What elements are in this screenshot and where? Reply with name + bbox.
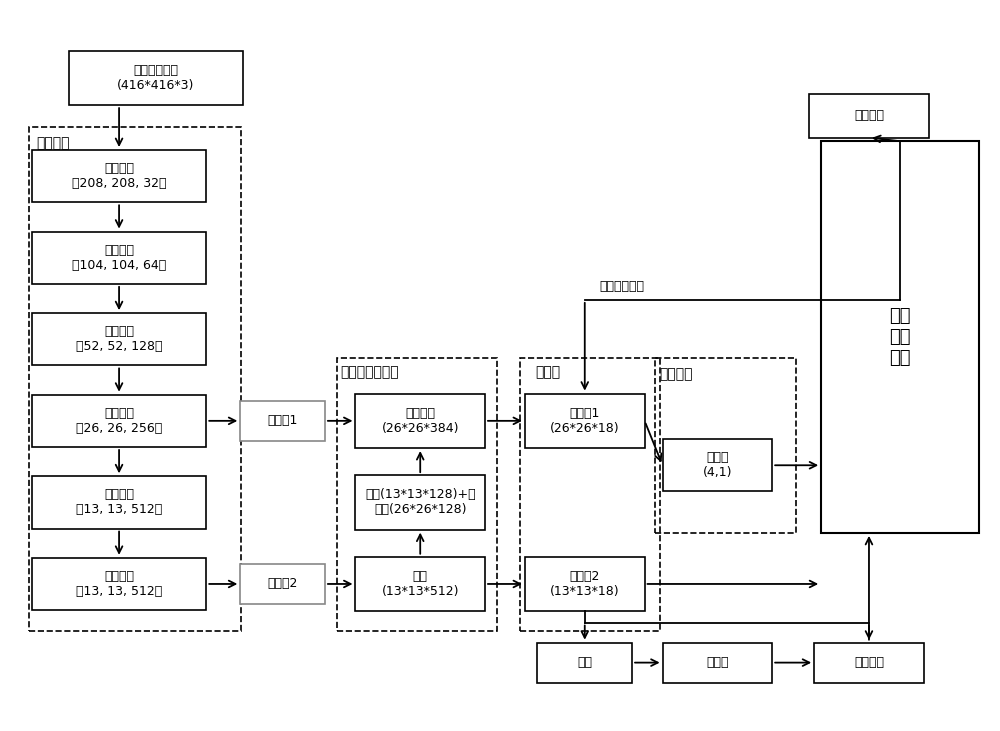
Text: 卷积(13*13*128)+上
采样(26*26*128): 卷积(13*13*128)+上 采样(26*26*128) [365,488,476,516]
Bar [32,476,206,529]
Text: 编解码器: 编解码器 [660,367,693,381]
Bar [240,564,325,604]
Text: 主干层1: 主干层1 [267,414,298,428]
Bar [240,401,325,441]
Text: 特征金字塔网络: 特征金字塔网络 [340,366,399,379]
Bar [663,439,772,491]
Text: 样本数据搜集
(416*416*3): 样本数据搜集 (416*416*3) [117,64,195,92]
Bar [29,126,241,631]
Bar [814,643,924,683]
Bar [355,393,485,448]
Bar [525,557,645,611]
Text: 通道拼接
(26*26*384): 通道拼接 (26*26*384) [381,407,459,435]
Bar [69,50,243,105]
Text: 损失函数: 损失函数 [854,656,884,669]
Text: 卷积单元
（13, 13, 512）: 卷积单元 （13, 13, 512） [76,570,162,598]
Text: 残差单元
（26, 26, 256）: 残差单元 （26, 26, 256） [76,407,162,435]
Bar [32,232,206,284]
Text: 非极
大值
抑制: 非极 大值 抑制 [889,307,911,367]
Bar [809,94,929,137]
Bar [337,358,497,631]
Text: 检测头1
(26*26*18): 检测头1 (26*26*18) [550,407,620,435]
Bar [32,558,206,610]
Bar [537,643,632,683]
Bar [520,358,660,631]
Text: 检测结果: 检测结果 [854,109,884,122]
Text: 编码器: 编码器 [706,656,729,669]
Text: 残差单元
（13, 13, 512）: 残差单元 （13, 13, 512） [76,488,162,516]
Text: 标签: 标签 [577,656,592,669]
Text: 残差单元
（52, 52, 128）: 残差单元 （52, 52, 128） [76,325,162,353]
Bar [821,141,979,533]
Bar [655,358,796,533]
Text: 检测头2
(13*13*18): 检测头2 (13*13*18) [550,570,620,598]
Bar [32,395,206,447]
Text: 卷积单元
（104, 104, 64）: 卷积单元 （104, 104, 64） [72,243,166,272]
Text: 主干层2: 主干层2 [267,577,298,591]
Text: 检测头: 检测头 [535,366,560,379]
Bar [663,643,772,683]
Bar [355,475,485,530]
Bar [32,150,206,202]
Bar [355,557,485,611]
Text: 主干网络: 主干网络 [36,136,70,150]
Text: 梯度反向传播: 梯度反向传播 [600,280,645,292]
Bar [32,313,206,366]
Text: 卷积
(13*13*512): 卷积 (13*13*512) [381,570,459,598]
Text: 卷积单元
（208, 208, 32）: 卷积单元 （208, 208, 32） [72,162,166,190]
Bar [525,393,645,448]
Text: 解码器
(4,1): 解码器 (4,1) [703,451,732,480]
